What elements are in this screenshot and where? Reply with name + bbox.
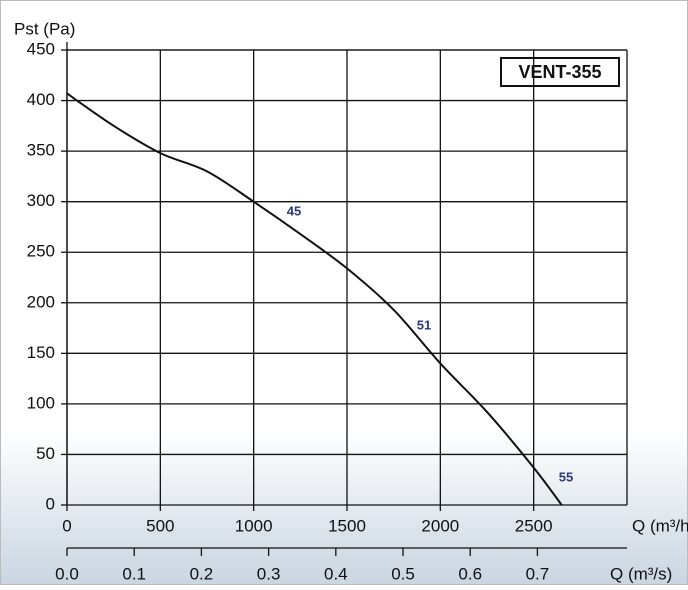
x2-tick-label: 0.1 — [122, 564, 146, 583]
background — [0, 430, 688, 585]
y-tick-label: 250 — [27, 242, 55, 261]
x-tick-label: 1000 — [235, 516, 273, 535]
noise-label: 45 — [287, 203, 301, 218]
x-tick-label: 2000 — [421, 516, 459, 535]
x2-tick-label: 0.5 — [391, 564, 415, 583]
x2-tick-label: 0.6 — [458, 564, 482, 583]
x2-tick-label: 0.2 — [190, 564, 214, 583]
x2-tick-label: 0.0 — [55, 564, 79, 583]
y-tick-label: 300 — [27, 191, 55, 210]
model-label: VENT-355 — [518, 62, 601, 82]
noise-label: 51 — [417, 317, 431, 332]
x-axis-label: Q (m³/h) — [632, 516, 688, 535]
x2-tick-label: 0.4 — [324, 564, 348, 583]
x2-tick-label: 0.3 — [257, 564, 281, 583]
y-tick-label: 50 — [36, 444, 55, 463]
y-tick-label: 100 — [27, 393, 55, 412]
y-axis-label: Pst (Pa) — [14, 19, 75, 38]
noise-label: 55 — [559, 469, 573, 484]
y-tick-label: 200 — [27, 292, 55, 311]
y-tick-label: 400 — [27, 90, 55, 109]
chart: Pst (Pa) Q (m³/h) Q (m³/s) VENT-355 0 50 1… — [0, 0, 688, 585]
y-tick-label: 150 — [27, 343, 55, 362]
x-tick-label: 2500 — [515, 516, 553, 535]
x-tick-label: 1500 — [328, 516, 366, 535]
y-tick-label: 450 — [27, 39, 55, 58]
x2-tick-label: 0.7 — [526, 564, 550, 583]
x-tick-label: 500 — [146, 516, 174, 535]
y-tick-label: 0 — [46, 494, 55, 513]
x-tick-label: 0 — [62, 516, 71, 535]
y-tick-label: 350 — [27, 141, 55, 160]
x2-axis-label: Q (m³/s) — [610, 564, 672, 583]
